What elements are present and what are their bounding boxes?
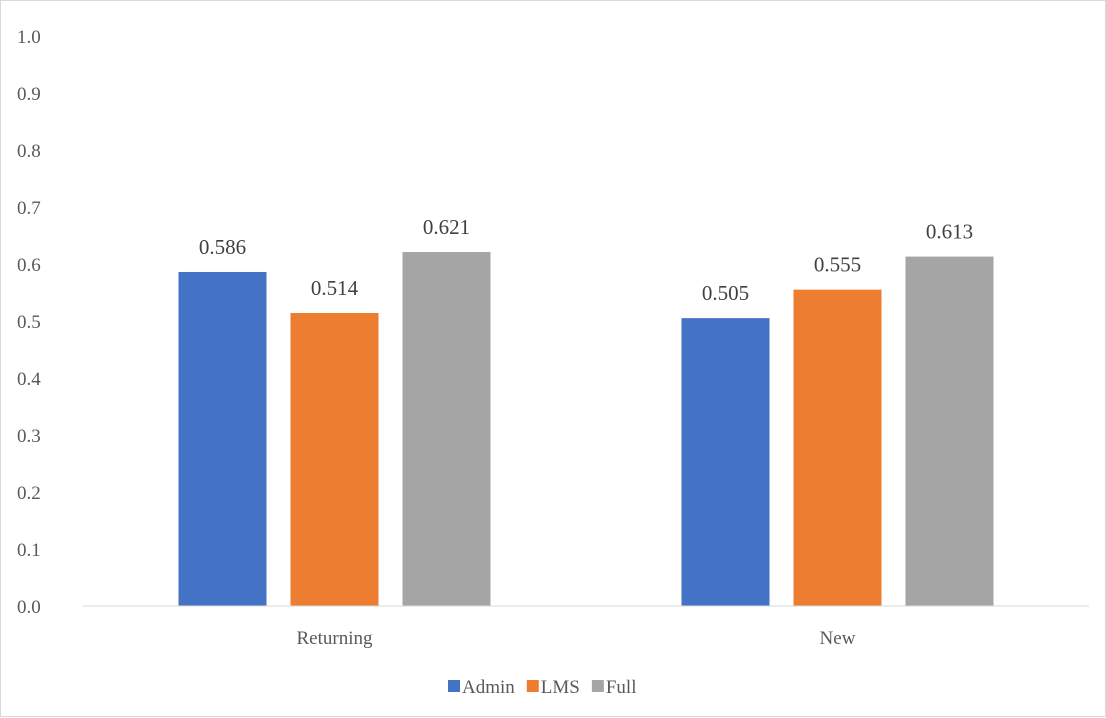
bar-lms-new — [793, 289, 882, 606]
legend-swatch-lms — [526, 680, 539, 692]
y-tick-label: 0.6 — [17, 255, 41, 276]
data-label: 0.555 — [814, 253, 861, 277]
y-tick-label: 1.0 — [17, 27, 41, 48]
legend-label-admin: Admin — [462, 677, 515, 698]
y-tick-label: 0.5 — [17, 312, 41, 333]
bar-lms-returning — [290, 313, 379, 606]
legend-label-full: Full — [606, 677, 637, 698]
data-label: 0.621 — [423, 215, 470, 239]
y-tick-label: 0.9 — [17, 84, 41, 105]
bar-full-new — [905, 256, 994, 606]
bars: 0.586 0.514 0.621 0.505 0.555 0.613 — [178, 215, 994, 606]
bar-admin-returning — [178, 271, 267, 606]
y-tick-label: 0.1 — [17, 540, 41, 561]
legend-swatch-full — [591, 680, 604, 692]
x-category-label: New — [820, 628, 856, 649]
y-axis: 0.0 0.1 0.2 0.3 0.4 0.5 0.6 0.7 0.8 0.9 1.0 — [17, 27, 41, 618]
data-label: 0.613 — [926, 220, 973, 244]
y-tick-label: 0.8 — [17, 141, 41, 162]
legend: Admin LMS Full — [448, 677, 636, 698]
legend-label-lms: LMS — [541, 677, 580, 698]
x-axis: Returning New — [83, 605, 1089, 649]
bar-full-returning — [402, 252, 491, 606]
x-category-label: Returning — [297, 628, 373, 649]
bar-admin-new — [681, 318, 770, 606]
y-tick-label: 0.7 — [17, 198, 41, 219]
data-label: 0.505 — [702, 281, 749, 305]
y-tick-label: 0.4 — [17, 369, 41, 390]
data-label: 0.586 — [199, 235, 246, 259]
data-label: 0.514 — [311, 276, 359, 300]
y-tick-label: 0.3 — [17, 426, 41, 447]
y-tick-label: 0.2 — [17, 483, 41, 504]
y-tick-label: 0.0 — [17, 597, 41, 618]
legend-swatch-admin — [448, 680, 460, 692]
